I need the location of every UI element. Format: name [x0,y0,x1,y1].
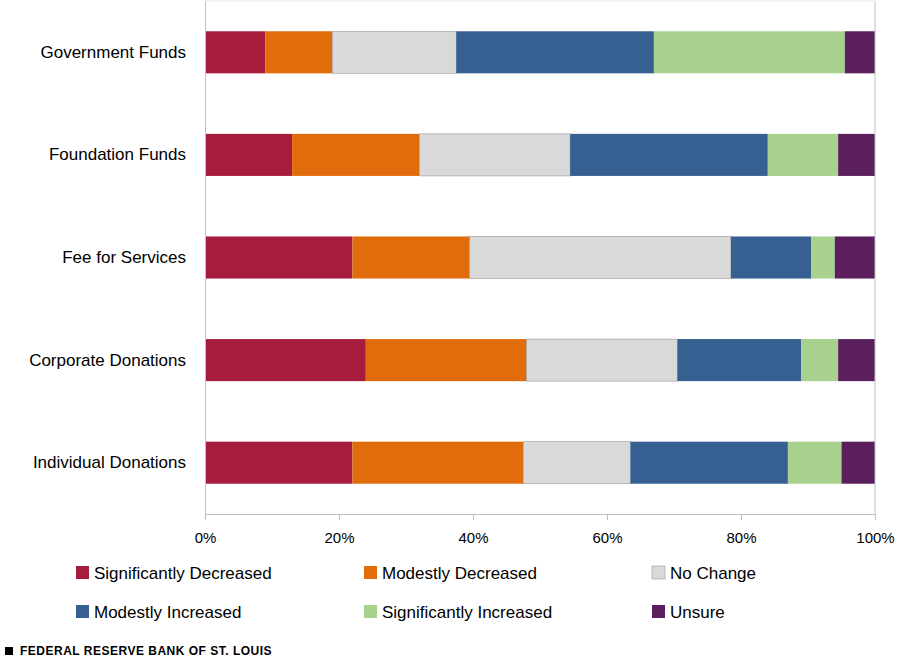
legend-swatch [364,566,377,579]
x-tick: 100% [856,514,894,546]
y-tick: Corporate Donations [29,351,205,370]
bar-segment [292,134,419,176]
bar-segment [205,236,352,278]
bar-segment [677,339,801,381]
bar-segment [265,31,332,73]
x-tick-label: 20% [324,529,354,546]
source-note: FEDERAL RESERVE BANK OF ST. LOUIS [20,644,272,658]
bar-segment [205,134,292,176]
bar-segment [630,442,787,484]
source-icon [5,647,13,655]
y-axis-line [205,2,206,515]
bars [205,31,875,483]
x-tick: 20% [324,514,354,546]
bar-segment [654,31,845,73]
x-tick-mark [205,514,206,520]
y-axis: Government Funds Foundation Funds Fee for … [29,2,205,515]
y-tick: Fee for Services [62,248,205,267]
plot-frame [205,1,875,2]
bar-segment [366,339,527,381]
bar-segment [205,31,265,73]
x-tick-mark [339,514,340,520]
x-axis-line [206,514,876,515]
legend-label: Modestly Decreased [382,564,537,583]
category-label: Fee for Services [62,248,186,267]
bar-segment [527,339,678,381]
bar-segment [523,442,630,484]
legend: Significantly Decreased Modestly Decrease… [76,564,756,622]
bar-segment [801,339,838,381]
x-tick-label: 60% [592,529,622,546]
bar-segment [456,31,654,73]
legend-label: Significantly Decreased [94,564,272,583]
x-tick-label: 80% [726,529,756,546]
x-tick: 60% [592,514,622,546]
category-label: Government Funds [40,43,186,62]
plot-frame [875,1,876,514]
x-tick-mark [607,514,608,520]
category-label: Foundation Funds [49,145,186,164]
y-tick: Foundation Funds [49,145,205,164]
bar-segment [470,236,731,278]
x-tick-mark [875,514,876,520]
x-tick-label: 40% [458,529,488,546]
bar-segment [788,442,842,484]
x-tick-label: 0% [195,529,217,546]
chart: 0% 20% 40% 60% 80% 100% Government Funds Founda… [0,0,911,661]
y-tick: Individual Donations [33,453,205,472]
bar-segment [811,236,834,278]
x-tick: 0% [195,514,217,546]
bar-segment [205,442,352,484]
legend-swatch [652,566,665,579]
legend-swatch [76,605,89,618]
legend-label: Modestly Increased [94,603,241,622]
bar-segment [731,236,811,278]
legend-swatch [652,605,665,618]
bar-segment [352,442,523,484]
category-label: Individual Donations [33,453,186,472]
x-tick: 40% [458,514,488,546]
bar-segment [419,134,570,176]
bar-segment [838,134,875,176]
bar-segment [352,236,469,278]
legend-label: Unsure [670,603,725,622]
x-tick-label: 100% [856,529,894,546]
bar-segment [845,31,875,73]
bar-segment [768,134,838,176]
x-tick-mark [741,514,742,520]
bar-segment [838,339,875,381]
legend-label: No Change [670,564,756,583]
bar-segment [835,236,875,278]
legend-label: Significantly Increased [382,603,552,622]
bar-segment [570,134,768,176]
legend-swatch [364,605,377,618]
x-axis: 0% 20% 40% 60% 80% 100% [195,514,895,546]
bar-segment [332,31,456,73]
x-tick: 80% [726,514,756,546]
category-label: Corporate Donations [29,351,186,370]
y-tick: Government Funds [40,43,205,62]
bar-segment [842,442,876,484]
legend-swatch [76,566,89,579]
bar-segment [205,339,366,381]
x-tick-mark [473,514,474,520]
